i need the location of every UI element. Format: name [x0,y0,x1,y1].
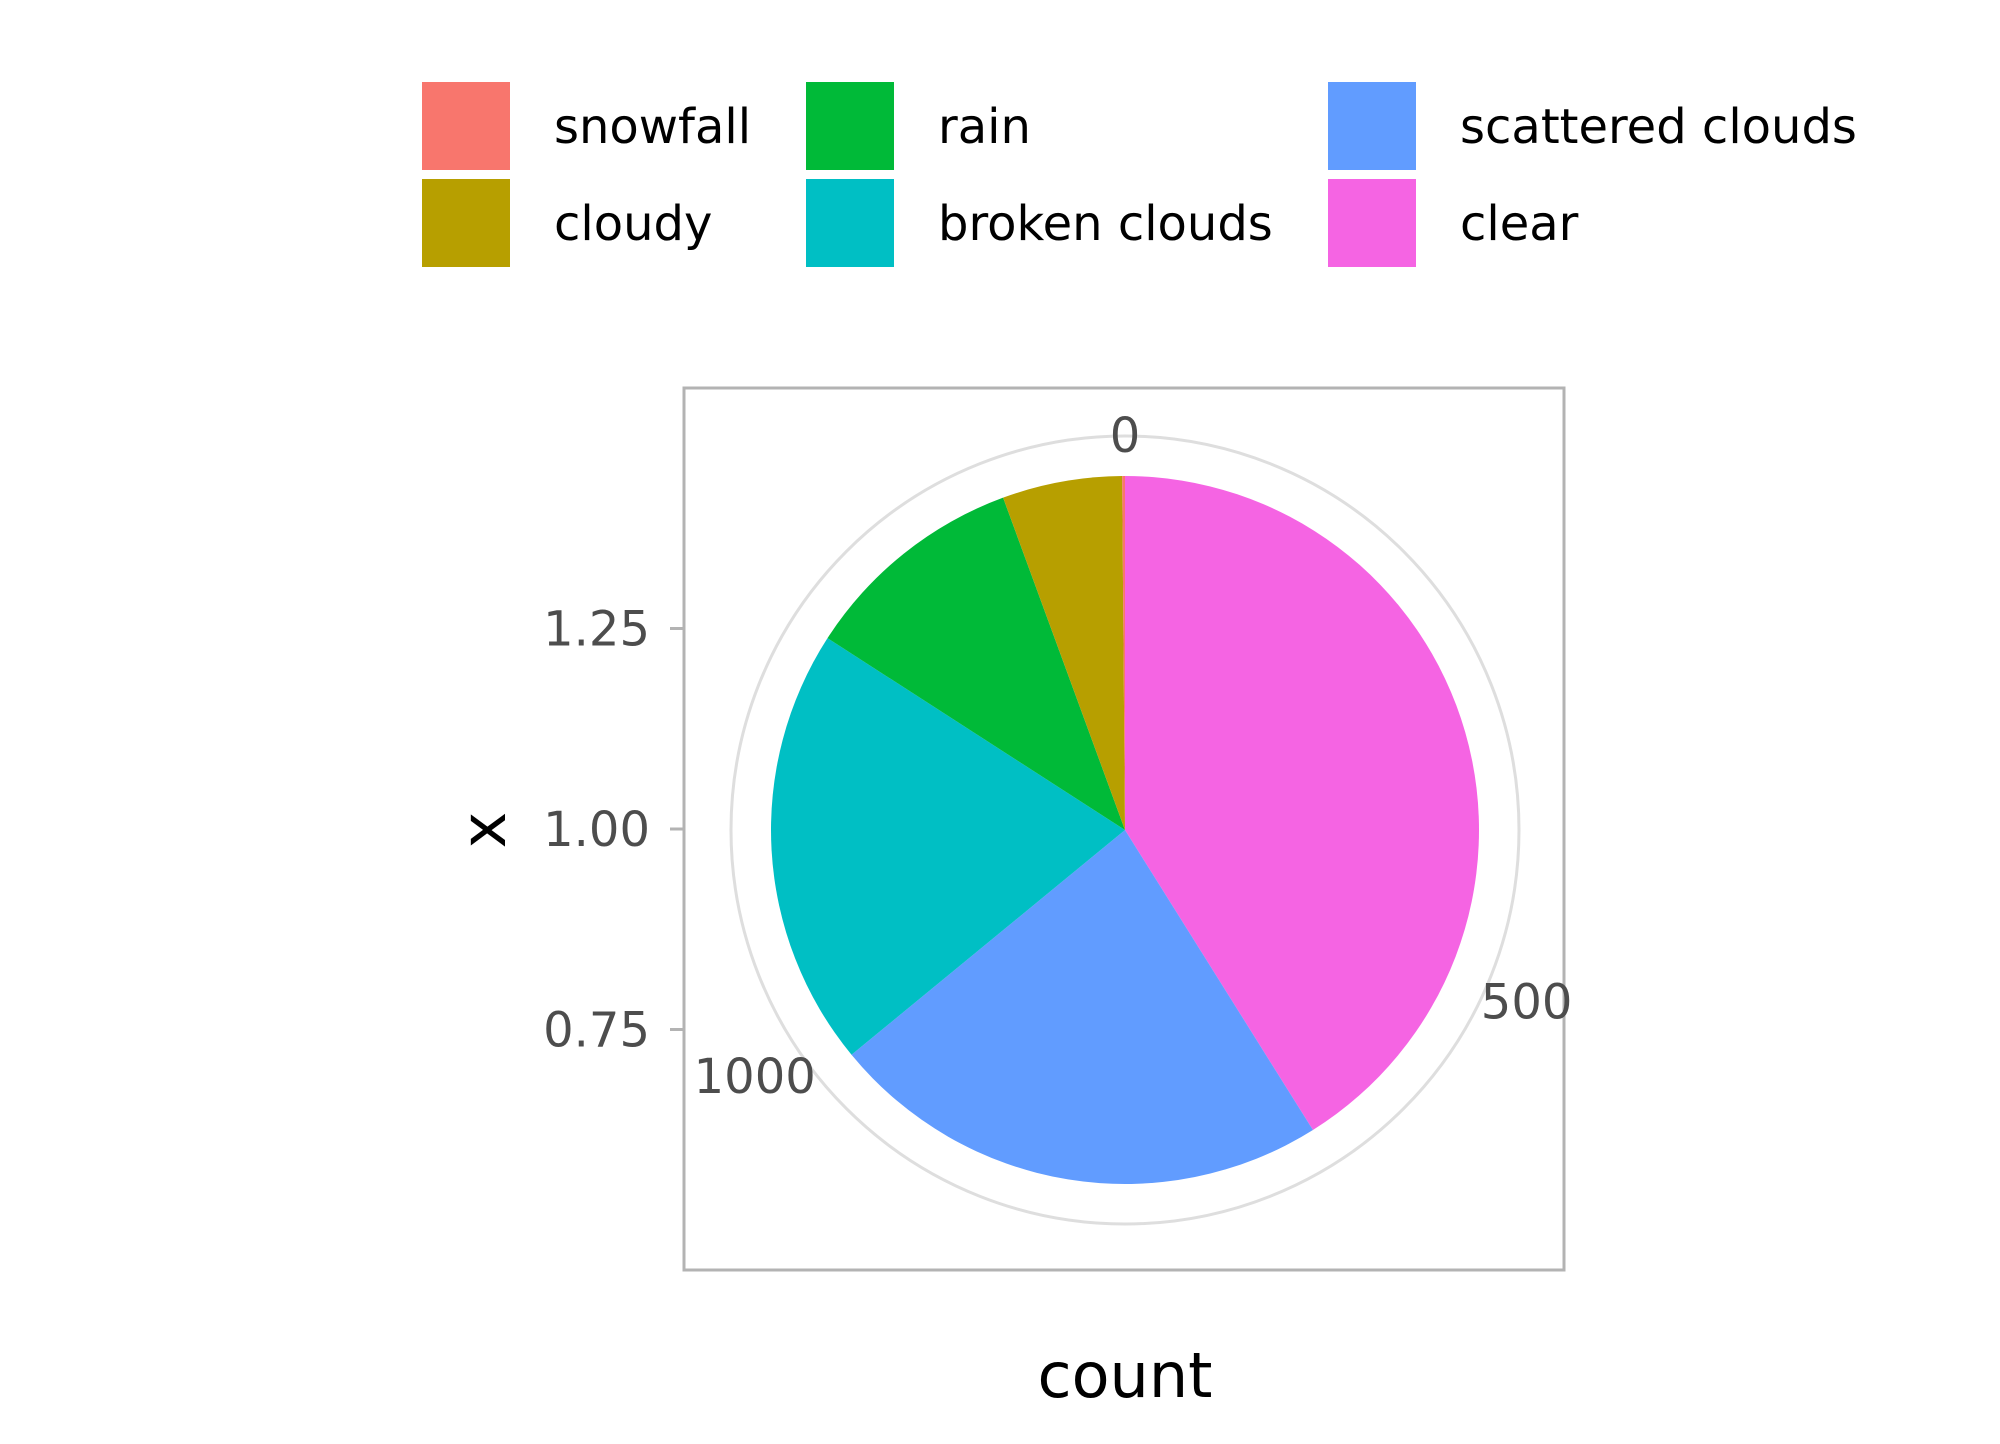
angular-tick-label: 0 [1110,408,1141,464]
legend-label: cloudy [554,196,712,252]
radial-axis: 0.75 1.00 1.25 [543,602,684,1059]
legend-label: snowfall [554,99,751,155]
legend-key-cloudy [422,179,510,267]
grid-circle [729,434,1521,1226]
slice-clear [1125,476,1480,1130]
legend-label: clear [1460,196,1579,252]
legend-key-rain [806,82,894,170]
legend-key-snowfall [422,82,510,170]
slice-cloudy [1003,476,1125,830]
legend: snowfall cloudy rain broken clouds scattered… [422,82,1857,267]
angular-tick-labels: 0 500 1000 [694,408,1573,1105]
radial-tick-label: 1.25 [543,602,650,658]
legend-key-scattered-clouds [1328,82,1416,170]
legend-label: scattered clouds [1460,99,1857,155]
slice-rain [827,497,1125,830]
angular-tick-label: 1000 [694,1049,816,1105]
legend-key-broken-clouds [806,179,894,267]
radial-tick-label: 0.75 [543,1003,650,1059]
angular-tick-label: 500 [1481,975,1573,1031]
x-axis-title: count [1038,1339,1213,1412]
y-axis-title: x [447,812,520,849]
radial-tick-label: 1.00 [543,802,650,858]
slice-scattered-clouds [851,830,1313,1185]
legend-label: rain [938,99,1031,155]
legend-key-clear [1328,179,1416,267]
legend-label: broken clouds [938,196,1273,252]
slice-snowfall [1122,475,1125,830]
pie-slices [771,475,1480,1185]
slice-broken-clouds [771,638,1125,1055]
